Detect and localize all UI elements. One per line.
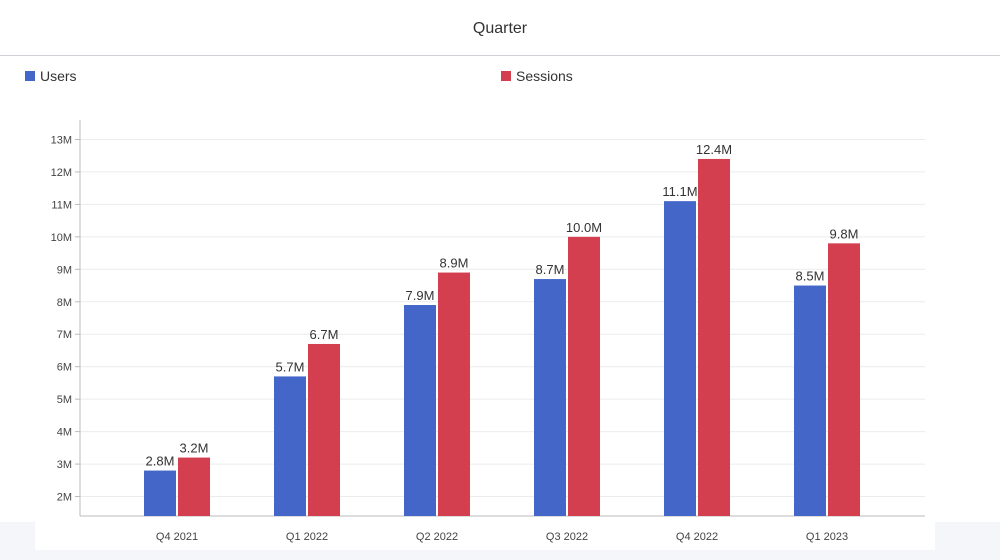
bar-users — [404, 305, 436, 516]
bar-users — [274, 376, 306, 516]
y-tick-label: 10M — [51, 232, 72, 244]
y-tick-label: 4M — [57, 427, 72, 439]
bar-users — [794, 285, 826, 516]
y-tick-label: 3M — [57, 459, 72, 471]
bar-sessions — [828, 243, 860, 516]
data-label-users: 2.8M — [146, 454, 175, 469]
legend-item-users[interactable]: Users — [25, 68, 77, 84]
y-tick-label: 9M — [57, 264, 72, 276]
data-label-users: 5.7M — [276, 359, 305, 374]
legend-swatch-users — [25, 71, 35, 81]
chart-title: Quarter — [472, 20, 528, 37]
y-tick-label: 5M — [57, 394, 72, 406]
y-tick-label: 11M — [51, 199, 72, 211]
x-tick-label: Q4 2021 — [156, 531, 198, 543]
bar-sessions — [568, 236, 600, 516]
data-label-sessions: 12.4M — [696, 142, 732, 157]
data-label-sessions: 10.0M — [566, 220, 602, 235]
data-label-users: 7.9M — [406, 288, 435, 303]
data-label-users: 11.1M — [662, 184, 697, 199]
legend-label-sessions: Sessions — [516, 68, 573, 84]
x-tick-label: Q1 2023 — [806, 531, 848, 543]
y-tick-label: 6M — [57, 362, 72, 374]
bar-sessions — [438, 272, 470, 516]
legend-item-sessions[interactable]: Sessions — [501, 68, 573, 84]
bar-users — [144, 470, 176, 516]
data-label-sessions: 8.9M — [440, 256, 469, 271]
data-label-sessions: 6.7M — [310, 327, 339, 342]
data-label-users: 8.5M — [796, 269, 825, 284]
y-tick-label: 12M — [51, 167, 72, 179]
y-tick-label: 13M — [51, 134, 72, 146]
bar-users — [664, 201, 696, 517]
x-tick-label: Q3 2022 — [546, 531, 588, 543]
page-background — [35, 520, 935, 550]
bar-sessions — [308, 343, 340, 516]
bar-sessions — [178, 457, 210, 516]
legend-swatch-sessions — [501, 71, 511, 81]
data-label-sessions: 9.8M — [830, 226, 859, 241]
y-tick-label: 8M — [57, 297, 72, 309]
data-label-sessions: 3.2M — [180, 441, 209, 456]
y-tick-label: 7M — [57, 329, 72, 341]
chart-header: Quarter — [0, 0, 1000, 56]
bar-users — [534, 279, 566, 516]
x-tick-label: Q4 2022 — [676, 531, 718, 543]
data-label-users: 8.7M — [536, 262, 565, 277]
x-tick-label: Q1 2022 — [286, 531, 328, 543]
legend-label-users: Users — [40, 68, 77, 84]
bar-sessions — [698, 158, 730, 517]
y-tick-label: 2M — [57, 492, 72, 504]
x-tick-label: Q2 2022 — [416, 531, 458, 543]
